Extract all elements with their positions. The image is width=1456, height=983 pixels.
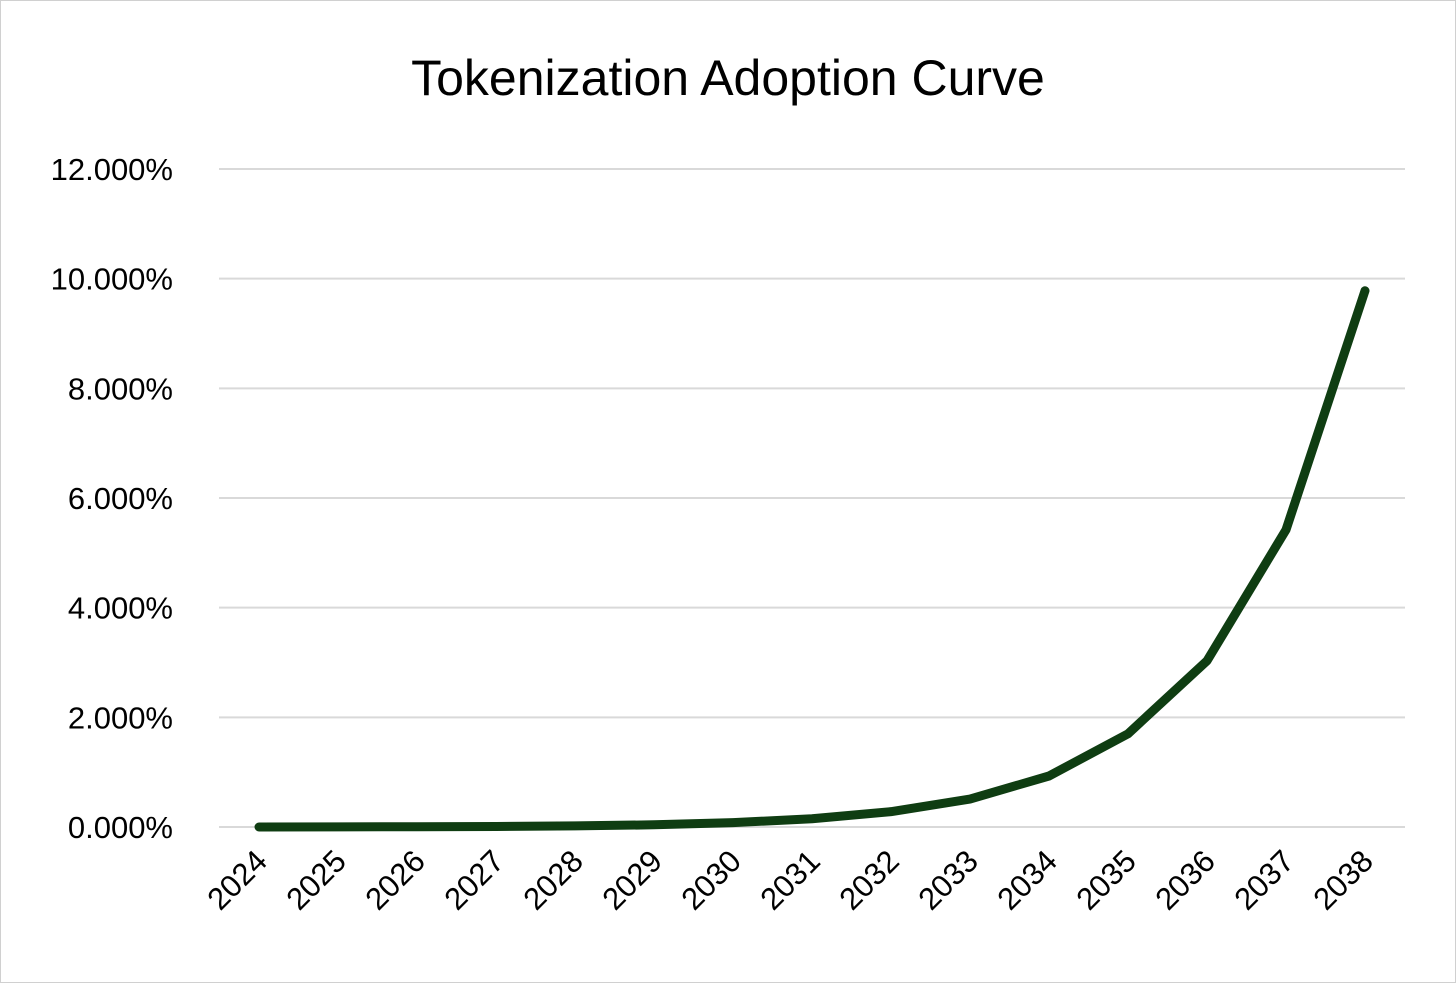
x-tick-label: 2036 — [1148, 843, 1222, 917]
series-layer — [254, 286, 1370, 832]
x-tick-label: 2033 — [911, 843, 985, 917]
x-tick-label: 2030 — [674, 843, 748, 917]
x-tick-label: 2025 — [279, 843, 353, 917]
y-axis-tick-labels: 0.000% 2.000% 4.000% 6.000% 8.000% 10.000% 12.… — [51, 152, 173, 845]
x-tick-label: 2028 — [516, 843, 590, 917]
x-tick-label: 2027 — [437, 843, 511, 917]
y-tick-label: 0.000% — [68, 810, 173, 845]
x-tick-label: 2032 — [832, 843, 906, 917]
x-tick-label: 2029 — [595, 843, 669, 917]
x-tick-label: 2034 — [990, 843, 1064, 917]
chart-title: Tokenization Adoption Curve — [411, 50, 1045, 106]
x-tick-label: 2031 — [753, 843, 827, 917]
x-tick-label: 2038 — [1306, 843, 1380, 917]
x-tick-label: 2035 — [1069, 843, 1143, 917]
y-tick-label: 4.000% — [68, 591, 173, 626]
y-tick-label: 6.000% — [68, 481, 173, 516]
x-tick-label: 2026 — [358, 843, 432, 917]
y-tick-label: 12.000% — [51, 152, 173, 187]
x-tick-label: 2024 — [200, 843, 274, 917]
series-line — [254, 286, 1370, 832]
y-tick-label: 10.000% — [51, 262, 173, 297]
x-tick-label: 2037 — [1227, 843, 1301, 917]
y-tick-label: 2.000% — [68, 700, 173, 735]
x-axis-tick-labels: 2024 2025 2026 2027 2028 2029 2030 2031 2032 2033… — [200, 843, 1380, 917]
gridlines — [219, 168, 1405, 828]
y-tick-label: 8.000% — [68, 371, 173, 406]
